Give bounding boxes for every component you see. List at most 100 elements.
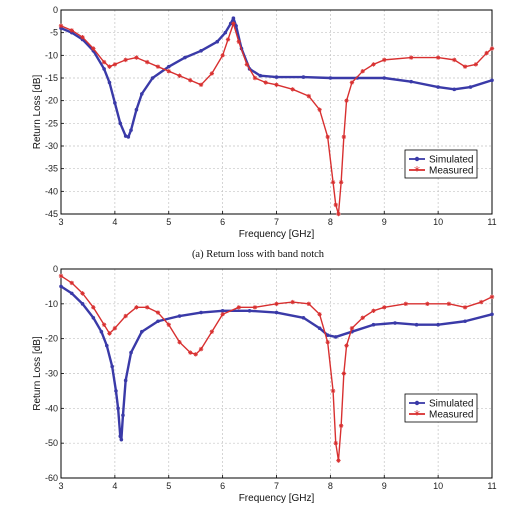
data-point [490, 78, 494, 83]
data-point [479, 299, 484, 305]
data-point [199, 49, 203, 53]
data-point [134, 55, 139, 60]
data-point [344, 98, 349, 103]
legend-box [404, 149, 478, 179]
data-point [425, 301, 430, 307]
x-tick-label: 11 [487, 481, 496, 491]
data-point [107, 80, 112, 85]
data-point [166, 322, 171, 327]
data-point [188, 350, 193, 355]
legend-measured-label: Measured [429, 410, 473, 421]
x-tick-label: 6 [220, 481, 225, 491]
return-loss-chart: 3 4 5 6 7 8 9 10 11 0 -10 -20 -30 -40 -50 -60 Frequency… [32, 264, 497, 504]
data-point [317, 107, 322, 112]
legend-simulated-label: Simulated [429, 155, 473, 166]
data-point [436, 322, 440, 327]
data-point [252, 305, 258, 310]
data-point [333, 440, 338, 446]
data-point [123, 313, 128, 319]
data-point [116, 406, 120, 411]
y-tick-label: -45 [45, 209, 58, 219]
data-point [69, 291, 74, 296]
grid [60, 9, 493, 215]
data-point [118, 434, 123, 439]
return-loss-chart-notch: 3 4 5 6 7 8 9 10 11 0 -5 -10 -15 -20 -25 -30 -35 -40 -45 F… [32, 5, 497, 240]
data-point [236, 39, 241, 44]
data-point [129, 128, 133, 132]
data-point [462, 305, 468, 310]
series-layer [58, 16, 495, 217]
data-point [360, 315, 365, 320]
data-point [140, 329, 144, 334]
series-measured [58, 273, 495, 463]
grid [60, 268, 493, 479]
data-point [199, 310, 203, 315]
data-point [198, 346, 204, 352]
y-tick-label: -25 [45, 118, 58, 128]
data-point [484, 50, 489, 56]
data-point [489, 46, 495, 51]
data-point [344, 343, 349, 348]
data-point [290, 299, 295, 305]
data-point [102, 67, 106, 71]
data-point [231, 16, 236, 20]
tick-labels: 3 4 5 6 7 8 9 10 11 0 -10 -20 -30 -40 -50 -60 [45, 264, 497, 491]
data-point [338, 423, 344, 428]
x-tick-label: 6 [220, 217, 225, 227]
y-tick-label: 0 [53, 5, 58, 15]
data-point [209, 329, 215, 334]
data-point [58, 273, 64, 279]
x-tick-label: 9 [382, 217, 387, 227]
data-point [382, 305, 387, 310]
data-point [341, 371, 347, 376]
x-tick-label: 10 [433, 481, 443, 491]
data-point [123, 57, 128, 63]
data-point [126, 135, 131, 139]
data-point [150, 76, 155, 80]
data-point [121, 413, 125, 418]
x-tick-label: 5 [166, 217, 171, 227]
data-point [107, 64, 112, 69]
data-point [107, 331, 112, 336]
data-point [129, 350, 133, 355]
y-tick-label: -15 [45, 73, 58, 83]
data-point [360, 69, 365, 74]
data-point [177, 73, 182, 78]
data-point [274, 310, 279, 315]
data-point [119, 437, 124, 442]
data-point [134, 305, 139, 310]
data-point [317, 326, 322, 331]
x-tick-label: 3 [58, 217, 63, 227]
data-point [301, 75, 306, 79]
data-point [156, 319, 160, 324]
y-tick-label: -10 [45, 299, 58, 309]
data-point [193, 352, 198, 357]
data-point [306, 93, 312, 99]
y-tick-label: 0 [53, 264, 58, 274]
legend-measured-marker: * [414, 164, 420, 178]
data-point [290, 87, 295, 92]
data-point [140, 92, 144, 96]
data-point [338, 180, 344, 185]
x-tick-label: 11 [487, 217, 496, 227]
data-point [325, 333, 330, 337]
y-tick-label: -40 [45, 403, 58, 413]
data-point [101, 322, 107, 327]
data-point [101, 59, 107, 65]
data-point [325, 134, 330, 140]
data-point [58, 23, 64, 29]
data-point [328, 76, 333, 80]
y-axis-label: Return Loss [dB] [32, 336, 43, 411]
data-point [69, 280, 74, 286]
data-point [349, 326, 355, 331]
data-point [403, 301, 408, 307]
data-point [325, 339, 330, 345]
x-tick-label: 8 [328, 217, 333, 227]
chart-caption: (a) Return loss with band notch [192, 249, 325, 260]
data-point [215, 39, 220, 44]
data-point [220, 312, 225, 317]
data-point [231, 21, 236, 26]
y-tick-label: -10 [45, 50, 58, 60]
data-point [225, 37, 231, 42]
data-point [198, 82, 204, 87]
